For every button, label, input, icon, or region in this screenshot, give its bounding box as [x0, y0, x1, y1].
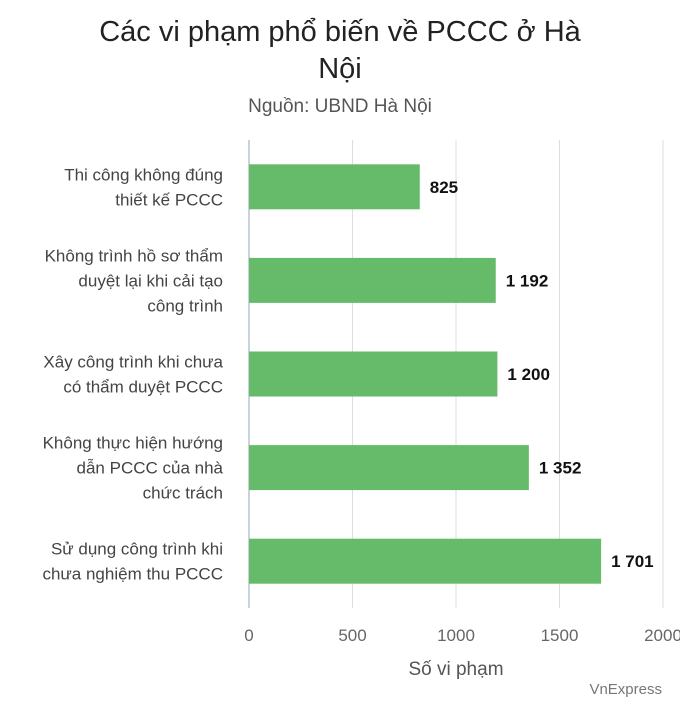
data-label: 825	[430, 178, 458, 197]
bar	[249, 257, 496, 303]
category-label: Thi công không đúng thiết kế PCCC	[64, 165, 223, 209]
category-label-line: công trình	[147, 296, 223, 315]
category-label-line: có thẩm duyệt PCCC	[63, 378, 223, 397]
category-label: Sử dụng công trình khi chưa nghiệm thu PC…	[42, 540, 223, 584]
category-label-line: thiết kế PCCC	[115, 190, 223, 209]
category-label: Xây công trình khi chưa có thẩm duyệt PCC…	[43, 353, 223, 397]
x-tick-label: 1500	[541, 626, 579, 645]
category-label-line: dẫn PCCC của nhà	[77, 459, 224, 478]
category-label-line: Không trình hồ sơ thẩm	[45, 246, 223, 265]
data-label: 1 701	[611, 552, 654, 571]
category-label-line: Xây công trình khi chưa	[43, 353, 223, 372]
bar	[249, 538, 602, 584]
category-label: Không thực hiện hướng dẫn PCCC của nhà chứ…	[43, 434, 224, 503]
category-label-line: duyệt lại khi cải tạo	[78, 271, 223, 290]
bar	[249, 351, 498, 397]
x-tick-label: 2000	[644, 626, 680, 645]
data-label: 1 192	[506, 271, 549, 290]
x-axis-title: Số vi phạm	[408, 659, 503, 680]
category-label-line: Không thực hiện hướng	[43, 434, 223, 453]
bar	[249, 164, 420, 210]
x-tick-label: 500	[338, 626, 366, 645]
chart-title: Các vi phạm phổ biến về PCCC ở Hà Nội	[0, 14, 680, 88]
chart-title-line-1: Các vi phạm phổ biến về PCCC ở Hà	[99, 16, 581, 48]
bar	[249, 445, 529, 491]
category-label-line: Sử dụng công trình khi	[51, 540, 223, 559]
data-label: 1 200	[507, 365, 550, 384]
chart-title-line-2: Nội	[318, 53, 362, 85]
x-tick-label: 0	[244, 626, 253, 645]
category-label-line: chưa nghiệm thu PCCC	[42, 565, 223, 584]
category-label-line: chức trách	[143, 484, 223, 503]
category-label: Không trình hồ sơ thẩm duyệt lại khi cải …	[45, 246, 223, 315]
source-credit: VnExpress	[589, 681, 662, 698]
data-label: 1 352	[539, 459, 582, 478]
category-label-line: Thi công không đúng	[64, 165, 223, 184]
x-tick-label: 1000	[437, 626, 475, 645]
chart-subtitle: Nguồn: UBND Hà Nội	[248, 96, 432, 117]
